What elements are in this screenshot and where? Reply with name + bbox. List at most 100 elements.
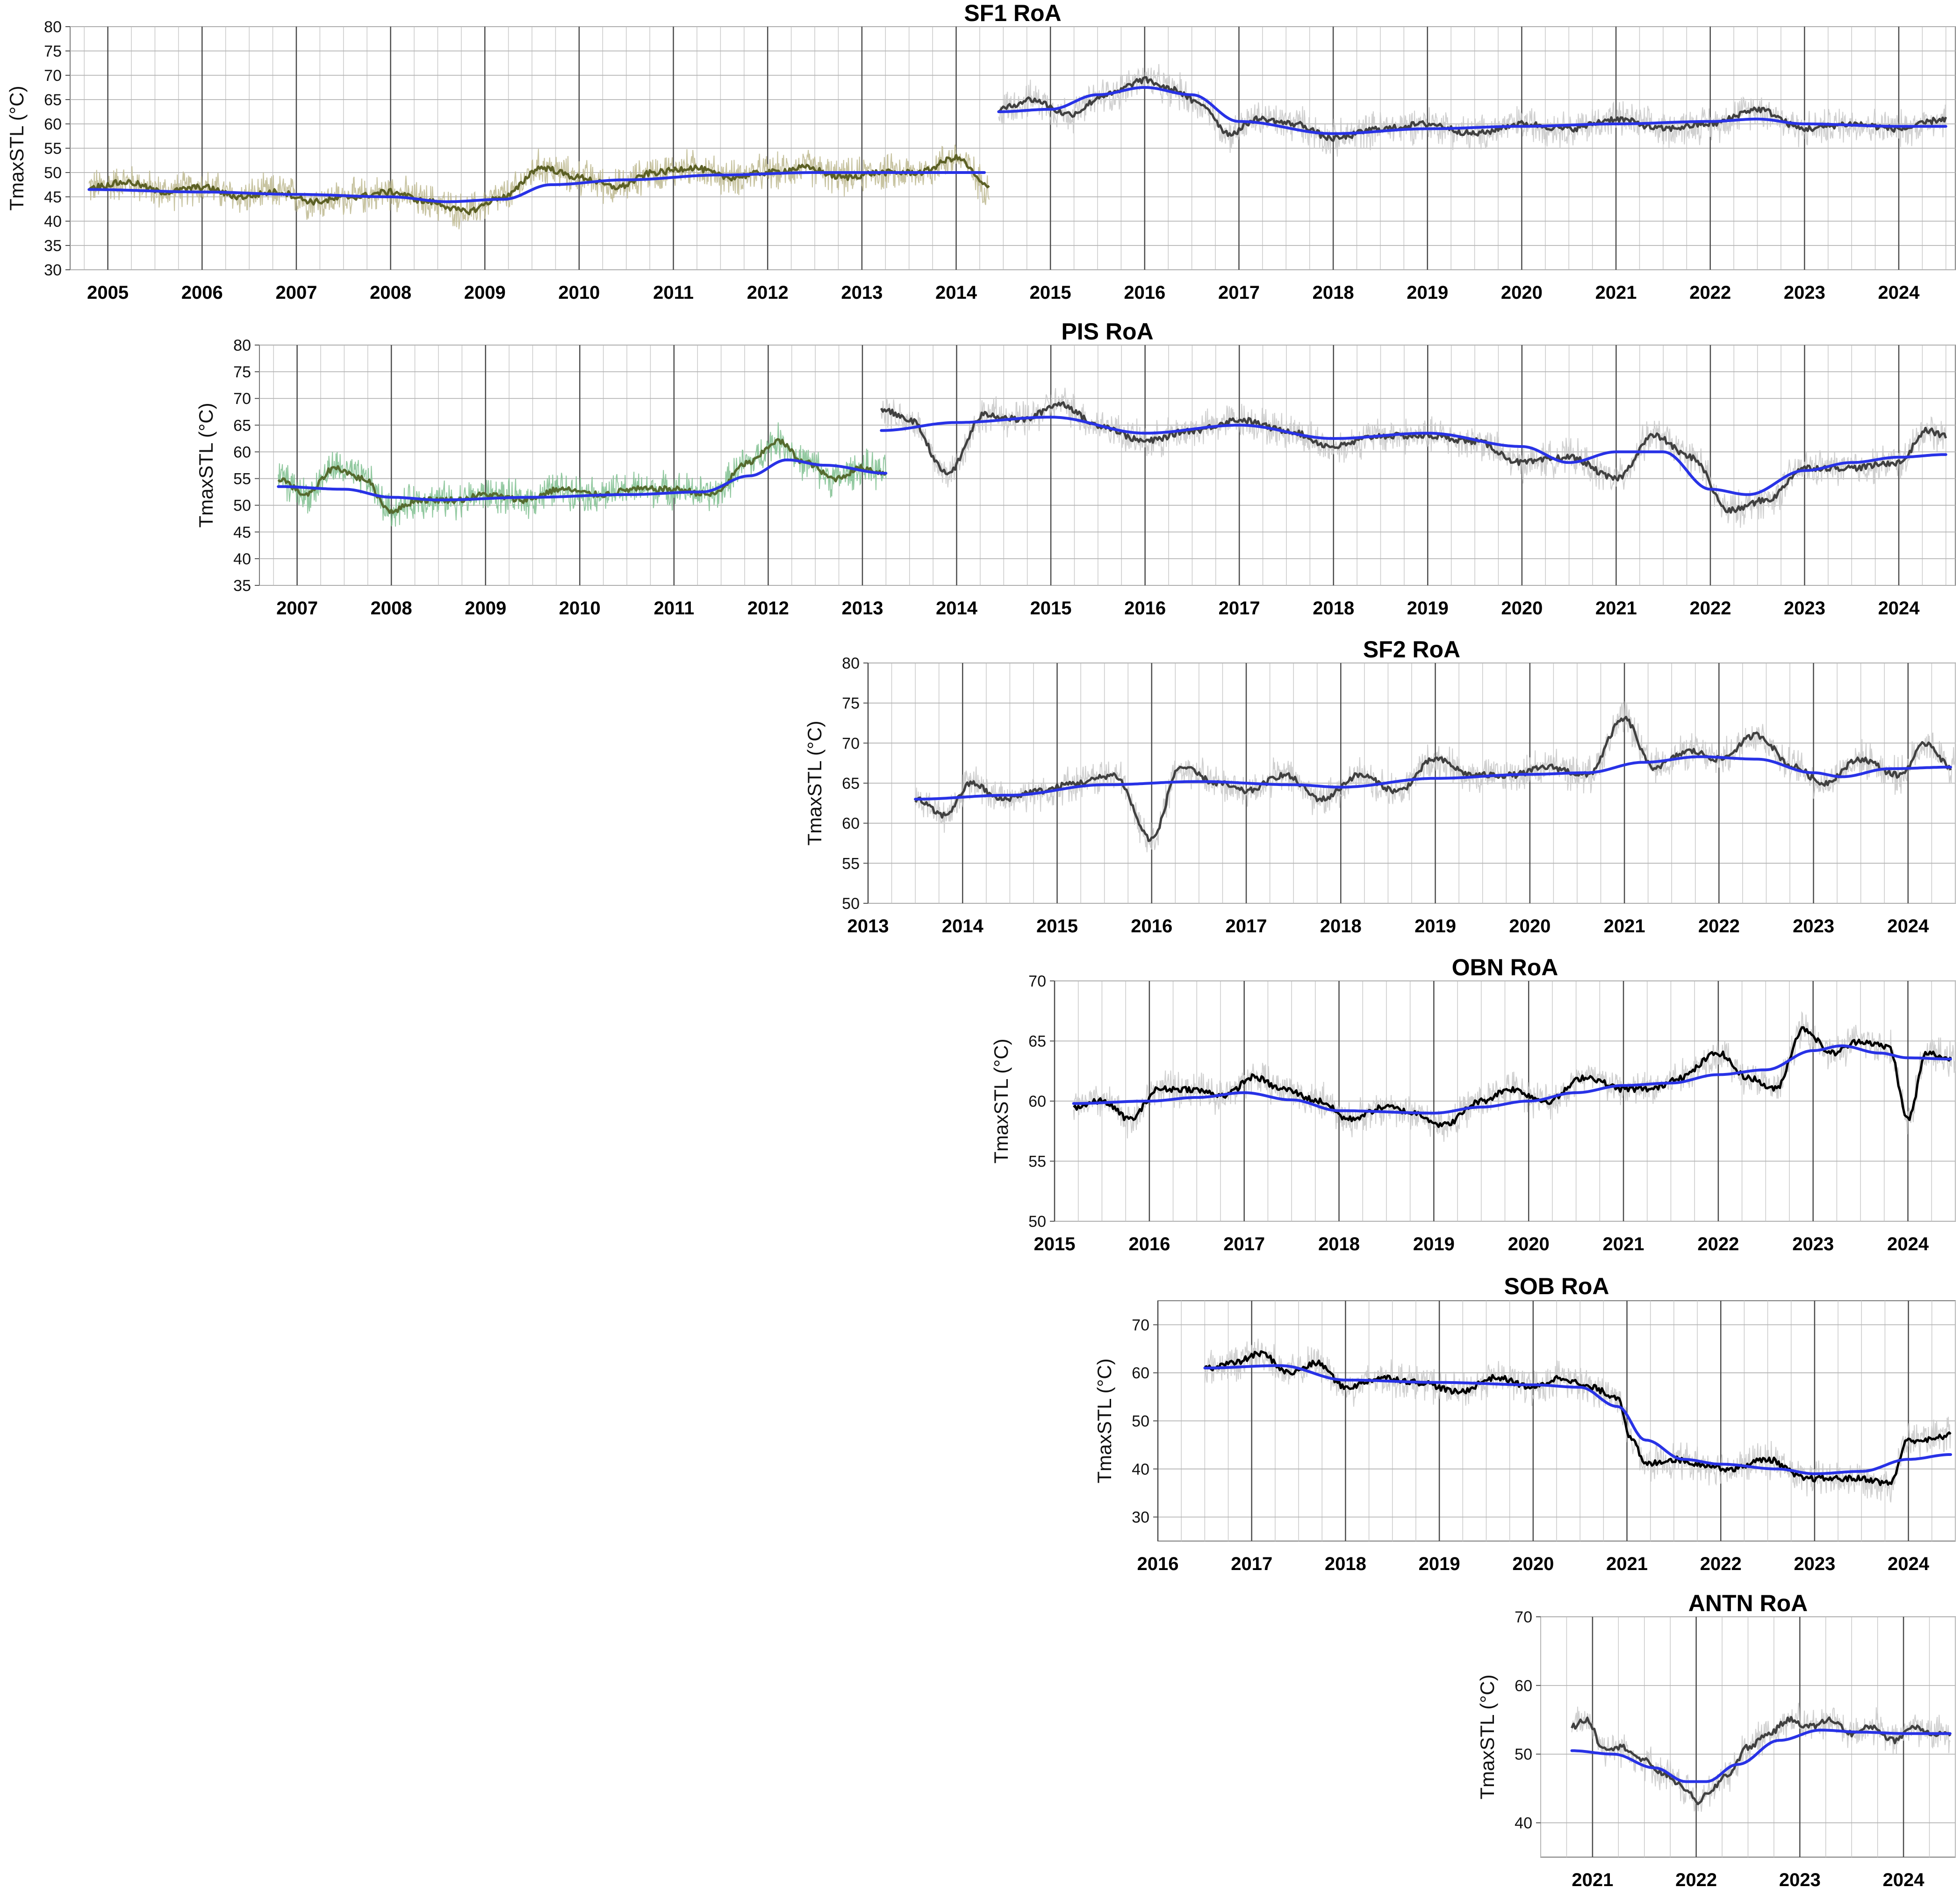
x-tick-label: 2020 [1509,916,1551,937]
x-tick-label: 2024 [1878,598,1920,619]
x-tick-label: 2016 [1131,916,1172,937]
panel-title: PIS RoA [1061,318,1153,345]
x-tick-label: 2016 [1124,598,1166,619]
x-tick-label: 2020 [1501,282,1543,303]
x-tick-label: 2022 [1697,1234,1739,1254]
x-tick-label: 2019 [1407,598,1449,619]
running-mean-line [1204,1350,1952,1486]
x-tick-label: 2021 [1595,282,1637,303]
y-tick-label: 70 [842,735,860,752]
panel-title: OBN RoA [1452,954,1558,980]
y-tick-label: 70 [44,67,62,85]
x-tick-label: 2019 [1419,1554,1460,1574]
smoothed-trend-line [997,86,1947,135]
x-tick-label: 2015 [1036,916,1078,937]
y-tick-label: 50 [44,164,62,182]
x-tick-label: 2022 [1700,1554,1742,1574]
x-tick-label: 2010 [559,598,601,619]
x-tick-label: 2008 [370,282,411,303]
panel-2: 50 55 60 65 70 75 80 2013 2014 2015 2016 2017 2018 20… [804,636,1956,937]
x-tick-label: 2014 [942,916,984,937]
y-tick-label: 75 [44,43,62,60]
x-tick-label: 2016 [1128,1234,1170,1254]
y-tick-label: 65 [842,775,860,792]
x-tick-label: 2011 [653,282,694,303]
y-tick-label: 60 [233,443,251,461]
x-tick-label: 2021 [1572,1870,1613,1890]
panel-4: 30 40 50 60 70 2016 2017 2018 2019 2020 2021 2022 20… [1093,1273,1956,1574]
x-tick-label: 2013 [847,916,889,937]
y-tick-label: 70 [1028,973,1046,990]
y-tick-label: 80 [842,655,860,672]
y-tick-label: 55 [44,140,62,158]
x-tick-label: 2006 [181,282,223,303]
y-axis-label: TmaxSTL (°C) [6,86,28,210]
running-mean-line [998,76,1947,142]
x-tick-label: 2010 [558,282,600,303]
raw-series-line [915,701,1956,852]
y-axis-label: TmaxSTL (°C) [1476,1674,1498,1799]
running-mean-line [277,438,887,514]
y-tick-label: 60 [1515,1677,1532,1695]
x-tick-label: 2017 [1218,282,1260,303]
x-tick-label: 2019 [1414,916,1456,937]
y-tick-label: 40 [44,213,62,231]
y-tick-label: 70 [233,390,251,408]
x-tick-label: 2023 [1793,916,1834,937]
x-tick-label: 2008 [371,598,412,619]
x-tick-label: 2018 [1318,1234,1360,1254]
x-tick-label: 2022 [1698,916,1740,937]
y-tick-label: 30 [1132,1509,1149,1527]
y-tick-label: 50 [1132,1412,1149,1430]
x-tick-label: 2017 [1226,916,1267,937]
y-tick-label: 70 [1515,1608,1532,1626]
x-tick-label: 2021 [1604,916,1645,937]
x-tick-label: 2022 [1675,1870,1717,1890]
panel-title: SF1 RoA [964,0,1061,26]
y-axis-label: TmaxSTL (°C) [1093,1358,1115,1483]
y-tick-label: 65 [44,91,62,109]
running-mean-line [914,715,1952,842]
y-tick-label: 55 [233,470,251,488]
x-tick-label: 2009 [465,598,506,619]
x-tick-label: 2022 [1689,598,1731,619]
x-tick-label: 2024 [1887,916,1929,937]
y-tick-label: 60 [1132,1364,1149,1382]
y-axis-label: TmaxSTL (°C) [804,720,826,845]
x-tick-label: 2016 [1137,1554,1179,1574]
x-tick-label: 2016 [1124,282,1165,303]
y-tick-label: 40 [1515,1815,1532,1832]
x-tick-label: 2021 [1595,598,1637,619]
panel-title: SOB RoA [1504,1273,1609,1299]
panel-0: 30 35 40 45 50 55 60 65 70 75 80 2005 2006 2007 2008 20… [6,0,1956,303]
smoothed-trend-line [87,171,986,203]
y-tick-label: 40 [1132,1461,1149,1478]
x-tick-label: 2020 [1501,598,1543,619]
smoothed-trend-line [1072,1044,1952,1115]
x-tick-label: 2024 [1883,1870,1925,1890]
y-tick-label: 50 [842,895,860,913]
x-tick-label: 2024 [1887,1234,1929,1254]
x-tick-label: 2024 [1888,1554,1930,1574]
x-tick-label: 2022 [1689,282,1731,303]
y-tick-label: 50 [233,497,251,515]
x-tick-label: 2012 [747,598,789,619]
y-tick-label: 80 [233,337,251,354]
y-tick-label: 65 [233,417,251,434]
x-tick-label: 2018 [1325,1554,1366,1574]
y-tick-label: 50 [1028,1213,1046,1231]
panel-title: ANTN RoA [1688,1590,1808,1616]
y-axis-label: TmaxSTL (°C) [990,1038,1012,1163]
x-tick-label: 2023 [1784,282,1825,303]
running-mean-line [88,154,990,216]
y-tick-label: 65 [1028,1033,1046,1051]
x-tick-label: 2012 [747,282,789,303]
smoothed-trend-line [1570,1729,1952,1783]
smoothed-trend-line [277,458,888,502]
y-tick-label: 35 [233,577,251,595]
y-tick-label: 45 [233,524,251,541]
x-tick-label: 2005 [87,282,129,303]
x-tick-label: 2017 [1231,1554,1272,1574]
x-tick-label: 2007 [276,598,318,619]
